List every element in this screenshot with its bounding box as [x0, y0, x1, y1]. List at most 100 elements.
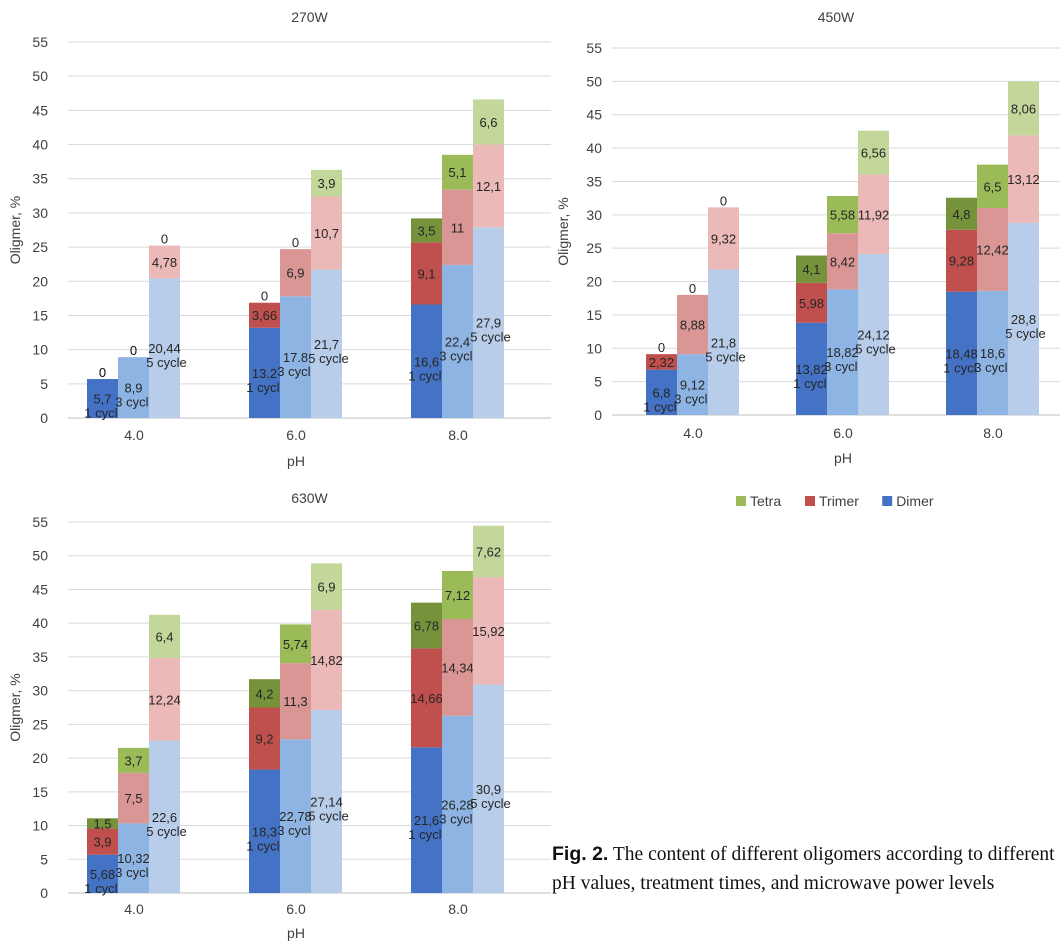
bar-trimer-4.0-5-cycle	[149, 245, 180, 279]
data-label: 8,06	[1011, 101, 1036, 116]
cycle-label: 1 cycle	[84, 881, 124, 896]
bar-dimer-8.0-5-cycle	[473, 684, 504, 893]
bar-tetra-8.0-5-cycle	[473, 525, 504, 578]
data-label: 4,2	[255, 686, 273, 701]
cycle-label: 3 cycle	[115, 865, 155, 880]
data-label: 18,82	[826, 345, 859, 360]
bar-dimer-6.0-1-cycle	[249, 327, 280, 418]
data-label: 10,32	[117, 851, 150, 866]
data-label: 8,9	[124, 381, 142, 396]
bar-tetra-6.0-5-cycle	[311, 169, 342, 197]
data-label: 22,6	[152, 810, 177, 825]
data-label: 4,1	[802, 262, 820, 277]
data-label: 9,28	[949, 254, 974, 269]
cycle-label: 5 cycle	[308, 351, 348, 366]
data-label: 11,3	[283, 694, 307, 709]
data-label: 12,24	[148, 692, 181, 707]
y-tick-label: 30	[586, 207, 602, 223]
bar-tetra-8.0-3-cycle	[977, 164, 1008, 209]
data-label: 9,32	[711, 231, 736, 246]
y-tick-label: 25	[32, 239, 48, 255]
data-label: 24,12	[857, 328, 890, 343]
data-label: 6,6	[479, 115, 497, 130]
data-label: 0	[720, 193, 727, 208]
x-axis-label: pH	[287, 925, 305, 941]
bar-dimer-4.0-5-cycle	[149, 278, 180, 418]
data-label: 12,42	[976, 242, 1009, 257]
y-tick-label: 35	[586, 173, 602, 189]
data-label: 14,82	[310, 653, 343, 668]
data-label: 0	[130, 343, 137, 358]
data-label: 0	[261, 289, 268, 304]
data-label: 7,62	[476, 544, 501, 559]
y-tick-label: 5	[594, 374, 602, 390]
bar-tetra-6.0-3-cycle	[827, 196, 858, 234]
data-label: 6,5	[983, 179, 1001, 194]
bar-trimer-8.0-3-cycle	[442, 189, 473, 265]
x-tick-label: 8.0	[448, 427, 468, 443]
data-label: 8,88	[680, 318, 705, 333]
cycle-label: 1 cycle	[408, 368, 448, 383]
data-label: 0	[161, 232, 168, 247]
bar-trimer-4.0-3-cycle	[677, 294, 708, 355]
cycle-label: 3 cycle	[824, 359, 864, 374]
chart-title: 450W	[818, 9, 855, 25]
chart-title: 630W	[291, 490, 328, 506]
data-label: 14,34	[441, 660, 474, 675]
cycle-label: 5 cycle	[1005, 326, 1045, 341]
y-tick-label: 5	[40, 376, 48, 392]
chart-panel-0: 0 5 10 15 20 25 30 35 40 45 50 55 270W Oligmer, % pH 4.…	[7, 9, 551, 469]
data-label: 3,66	[252, 308, 277, 323]
x-tick-label: 4.0	[124, 901, 144, 917]
legend-swatch-tetra	[736, 496, 746, 506]
bar-dimer-6.0-5-cycle	[311, 709, 342, 893]
legend-swatch-trimer	[805, 496, 815, 506]
data-label: 18,3	[252, 824, 277, 839]
data-label: 0	[658, 340, 665, 355]
bar-tetra-6.0-3-cycle	[280, 624, 311, 664]
x-tick-label: 6.0	[833, 425, 853, 441]
bar-tetra-6.0-5-cycle	[858, 130, 889, 175]
y-tick-label: 20	[586, 274, 602, 290]
bar-dimer-8.0-1-cycle	[946, 291, 977, 415]
data-label: 3,9	[317, 176, 335, 191]
bar-trimer-8.0-1-cycle	[411, 242, 442, 305]
data-label: 4,8	[952, 207, 970, 222]
data-label: 8,42	[830, 254, 855, 269]
x-tick-label: 8.0	[983, 425, 1003, 441]
bar-dimer-6.0-1-cycle	[249, 769, 280, 893]
bar-trimer-6.0-1-cycle	[249, 302, 280, 328]
data-label: 9,2	[255, 732, 273, 747]
bar-tetra-6.0-1-cycle	[249, 679, 280, 708]
data-label: 11	[451, 220, 465, 235]
y-tick-label: 10	[586, 340, 602, 356]
y-tick-label: 10	[32, 342, 48, 358]
bar-dimer-6.0-3-cycle	[280, 296, 311, 418]
bar-dimer-4.0-5-cycle	[149, 740, 180, 893]
bar-tetra-4.0-1-cycle	[87, 818, 118, 829]
cycle-label: 5 cycle	[470, 330, 510, 345]
data-label: 6,78	[414, 619, 439, 634]
y-tick-label: 45	[32, 102, 48, 118]
chart-panel-1: 0 5 10 15 20 25 30 35 40 45 50 55 450W Oligmer, % pH 4.…	[555, 9, 1060, 466]
cycle-label: 1 cycle	[643, 399, 683, 414]
cycle-label: 1 cycle	[84, 406, 124, 421]
y-tick-label: 35	[32, 171, 48, 187]
cycle-label: 5 cycle	[855, 342, 895, 357]
y-tick-label: 0	[40, 410, 48, 426]
y-tick-label: 35	[32, 649, 48, 665]
bar-dimer-6.0-5-cycle	[858, 254, 889, 415]
data-label: 5,7	[93, 392, 111, 407]
bar-trimer-4.0-1-cycle	[646, 354, 677, 370]
data-label: 27,14	[310, 794, 343, 809]
figure-caption: Fig. 2. The content of different oligome…	[552, 840, 1060, 898]
caption-text: The content of different oligomers accor…	[552, 844, 1055, 894]
data-label: 7,12	[445, 588, 470, 603]
data-label: 22,4	[445, 334, 470, 349]
data-label: 13,82	[795, 362, 828, 377]
data-label: 11,92	[858, 207, 890, 222]
x-tick-label: 4.0	[124, 427, 144, 443]
cycle-label: 1 cycle	[943, 360, 983, 375]
bar-dimer-8.0-3-cycle	[977, 290, 1008, 415]
bar-trimer-8.0-3-cycle	[442, 618, 473, 716]
